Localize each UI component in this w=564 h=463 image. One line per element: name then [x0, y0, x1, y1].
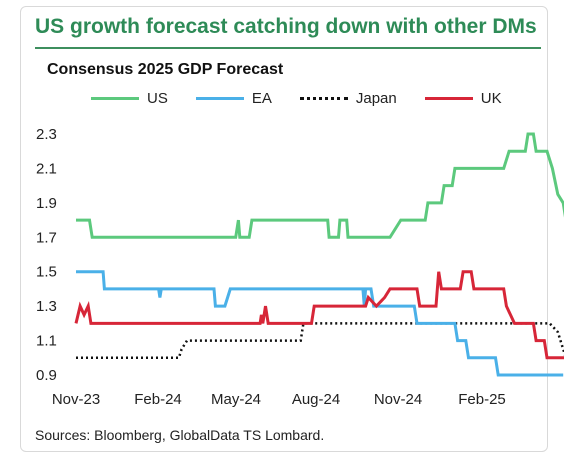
legend-swatch-ea — [195, 97, 244, 100]
x-tick-label: Feb-25 — [458, 391, 506, 408]
legend-swatch-us — [91, 97, 139, 100]
headline: US growth forecast catching down with ot… — [35, 15, 537, 38]
x-tick-label: Feb-24 — [134, 391, 182, 408]
y-tick-label: 2.3 — [36, 126, 57, 143]
legend-label-japan: Japan — [355, 90, 397, 107]
chart-card: US growth forecast catching down with ot… — [20, 6, 548, 452]
chart-title: Consensus 2025 GDP Forecast — [47, 61, 284, 78]
source-note: Sources: Bloomberg, GlobalData TS Lombar… — [35, 427, 325, 443]
y-tick-label: 0.9 — [36, 367, 57, 384]
legend-swatch-uk — [424, 97, 473, 100]
y-tick-label: 1.7 — [36, 229, 57, 246]
x-tick-label: May-24 — [211, 391, 261, 408]
series-line-japan — [76, 322, 564, 360]
legend-item-uk: UK — [424, 90, 502, 107]
legend-label-us: US — [147, 90, 168, 107]
x-tick-label: Aug-24 — [292, 391, 340, 408]
x-tick-label: Nov-24 — [374, 391, 422, 408]
y-tick-label: 1.5 — [36, 264, 57, 281]
legend-item-ea: EA — [195, 90, 272, 107]
legend-label-ea: EA — [251, 90, 272, 107]
legend-item-japan: Japan — [299, 90, 397, 107]
y-tick-label: 1.3 — [36, 298, 57, 315]
legend: US EA Japan UK — [91, 90, 530, 107]
legend-swatch-japan — [299, 97, 348, 100]
y-tick-label: 2.1 — [36, 160, 57, 177]
y-tick-label: 1.9 — [36, 195, 57, 212]
series-line-us — [76, 132, 564, 239]
legend-item-us: US — [91, 90, 168, 107]
headline-rule — [35, 47, 541, 49]
y-tick-label: 1.1 — [36, 333, 57, 350]
x-tick-label: Nov-23 — [52, 391, 100, 408]
series-line-uk — [74, 270, 564, 360]
legend-label-uk: UK — [480, 90, 502, 107]
